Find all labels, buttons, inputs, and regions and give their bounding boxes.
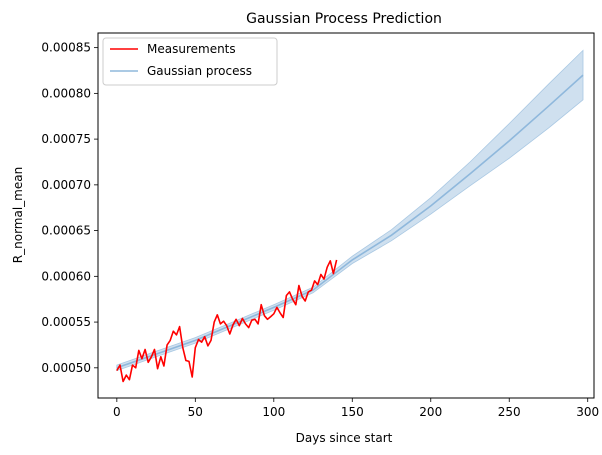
x-tick-label: 250 <box>498 405 521 419</box>
legend-box <box>102 37 278 86</box>
y-tick-label: 0.00065 <box>41 224 91 238</box>
x-axis-title: Days since start <box>296 431 393 445</box>
y-tick-label: 0.00050 <box>41 361 91 375</box>
x-tick-label: 50 <box>188 405 203 419</box>
plot-area <box>116 49 584 383</box>
x-tick-label: 100 <box>262 405 285 419</box>
y-tick-label: 0.00070 <box>41 178 91 192</box>
chart-title: Gaussian Process Prediction <box>246 11 442 27</box>
x-axis: 0 50 100 150 200 250 300 <box>113 398 599 419</box>
y-tick-label: 0.00080 <box>41 86 91 100</box>
y-tick-label: 0.00055 <box>41 315 91 329</box>
gp-mean-line <box>116 74 584 369</box>
y-tick-label: 0.00075 <box>41 132 91 146</box>
x-tick-label: 0 <box>113 405 121 419</box>
y-axis: 0.00050 0.00055 0.00060 0.00065 0.00070 0.000… <box>41 41 98 375</box>
gp-confidence-band <box>116 49 584 372</box>
y-axis-title: R_normal_mean <box>11 167 25 263</box>
x-tick-label: 150 <box>341 405 364 419</box>
y-tick-label: 0.00060 <box>41 269 91 283</box>
y-tick-label: 0.00085 <box>41 41 91 55</box>
x-tick-label: 200 <box>419 405 442 419</box>
plot-frame <box>97 32 595 399</box>
legend-label-gaussian-process: Gaussian process <box>147 64 252 78</box>
measurements-line <box>116 259 338 383</box>
x-tick-label: 300 <box>576 405 599 419</box>
legend: Measurements Gaussian process <box>102 37 278 86</box>
legend-label-measurements: Measurements <box>147 42 236 56</box>
